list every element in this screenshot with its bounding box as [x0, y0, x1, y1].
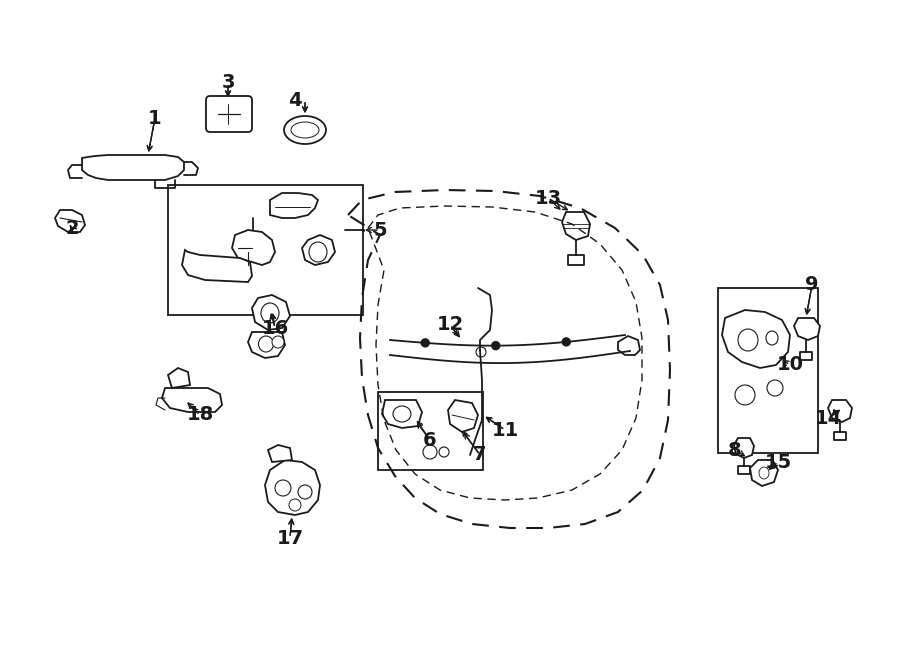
Text: 11: 11 [491, 420, 518, 440]
Polygon shape [232, 230, 275, 265]
Circle shape [491, 342, 500, 350]
Text: 1: 1 [148, 108, 162, 128]
Ellipse shape [738, 329, 758, 351]
Polygon shape [268, 445, 292, 462]
Text: 13: 13 [535, 188, 562, 208]
Polygon shape [448, 400, 478, 432]
Ellipse shape [261, 303, 279, 323]
Ellipse shape [309, 242, 327, 262]
FancyBboxPatch shape [206, 96, 252, 132]
Text: 6: 6 [423, 430, 436, 449]
Polygon shape [265, 460, 320, 515]
Text: 5: 5 [374, 221, 387, 239]
Polygon shape [168, 368, 190, 388]
Circle shape [272, 336, 284, 348]
Polygon shape [302, 235, 335, 265]
Circle shape [289, 499, 301, 511]
Text: 9: 9 [806, 276, 819, 295]
Polygon shape [618, 336, 640, 355]
Polygon shape [750, 460, 778, 486]
Text: 10: 10 [777, 356, 804, 375]
Text: 15: 15 [764, 453, 792, 471]
Polygon shape [794, 318, 820, 340]
Polygon shape [55, 210, 85, 232]
Polygon shape [734, 438, 754, 458]
Polygon shape [562, 212, 590, 240]
Ellipse shape [291, 122, 319, 138]
Circle shape [421, 339, 429, 347]
Text: 8: 8 [728, 440, 742, 459]
Circle shape [275, 480, 291, 496]
Circle shape [735, 385, 755, 405]
Ellipse shape [258, 336, 274, 352]
Text: 2: 2 [65, 219, 79, 237]
Text: 12: 12 [436, 315, 464, 334]
Polygon shape [828, 400, 852, 422]
Polygon shape [270, 193, 318, 218]
Circle shape [562, 338, 571, 346]
Text: 16: 16 [261, 319, 289, 338]
Ellipse shape [284, 116, 326, 144]
Text: 18: 18 [186, 405, 213, 424]
Circle shape [298, 485, 312, 499]
Ellipse shape [759, 467, 769, 479]
Text: 4: 4 [288, 91, 302, 110]
Bar [718, 288, 818, 453]
Text: 3: 3 [221, 73, 235, 93]
Text: 14: 14 [814, 408, 842, 428]
Ellipse shape [766, 331, 778, 345]
Circle shape [476, 347, 486, 357]
Circle shape [767, 380, 783, 396]
Polygon shape [252, 295, 290, 330]
Ellipse shape [393, 406, 411, 422]
Text: 17: 17 [276, 529, 303, 547]
Polygon shape [382, 400, 422, 428]
Text: 7: 7 [473, 446, 487, 465]
Polygon shape [722, 310, 790, 368]
Circle shape [423, 445, 437, 459]
Polygon shape [82, 155, 184, 180]
Bar [168, 185, 363, 315]
Polygon shape [248, 332, 285, 358]
Bar [378, 392, 483, 470]
Circle shape [439, 447, 449, 457]
Polygon shape [182, 250, 252, 282]
Polygon shape [162, 388, 222, 412]
